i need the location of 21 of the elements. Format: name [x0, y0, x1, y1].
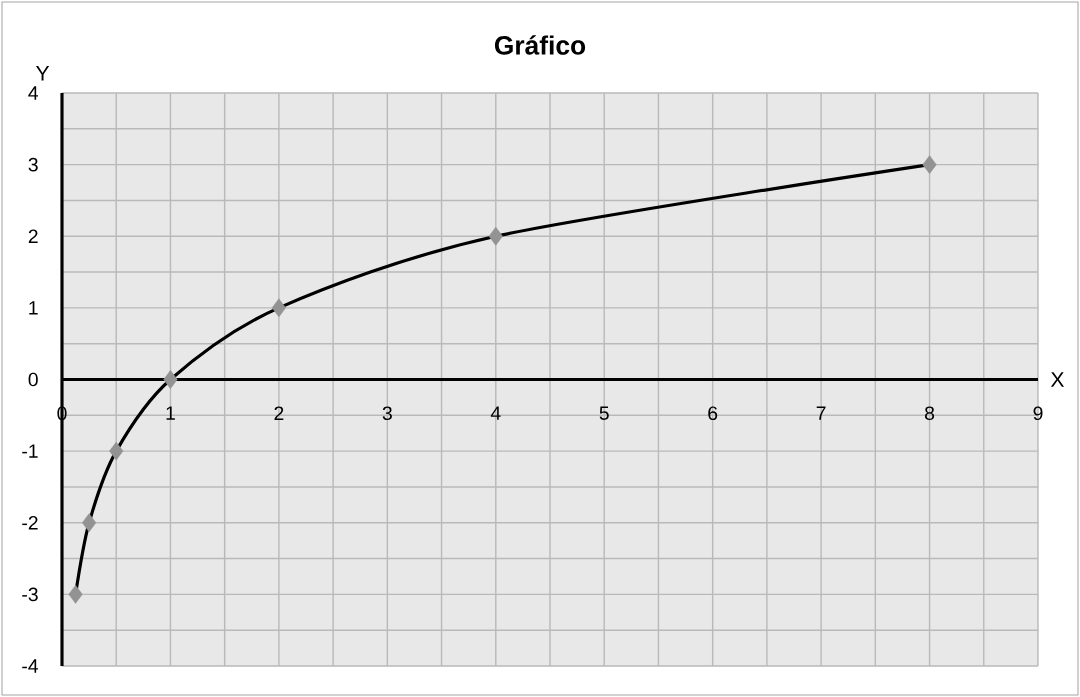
- y-tick-label: -4: [22, 659, 39, 673]
- y-tick-label: -2: [22, 515, 38, 530]
- y-tick-label: 0: [28, 372, 38, 387]
- y-tick-label: 2: [28, 229, 38, 243]
- x-tick-label: 9: [1033, 406, 1043, 421]
- y-tick-label: -1: [22, 444, 38, 458]
- x-tick-label: 7: [816, 406, 826, 420]
- x-tick-label: 8: [925, 406, 935, 421]
- x-tick-label: 4: [490, 406, 501, 420]
- chart-title: Gráfico: [494, 35, 586, 55]
- y-tick-label: -3: [22, 587, 38, 602]
- y-axis-title: Y: [35, 66, 50, 81]
- x-tick-label: 1: [166, 406, 175, 420]
- x-tick-label: 3: [382, 406, 392, 421]
- y-tick-label: 3: [28, 157, 38, 172]
- y-tick-label: 4: [28, 86, 39, 100]
- x-tick-label: 5: [599, 406, 609, 420]
- x-tick-label: 2: [274, 406, 284, 420]
- x-axis-title: X: [1050, 372, 1065, 387]
- x-tick-label: 6: [708, 406, 718, 421]
- y-tick-label: 1: [29, 301, 38, 315]
